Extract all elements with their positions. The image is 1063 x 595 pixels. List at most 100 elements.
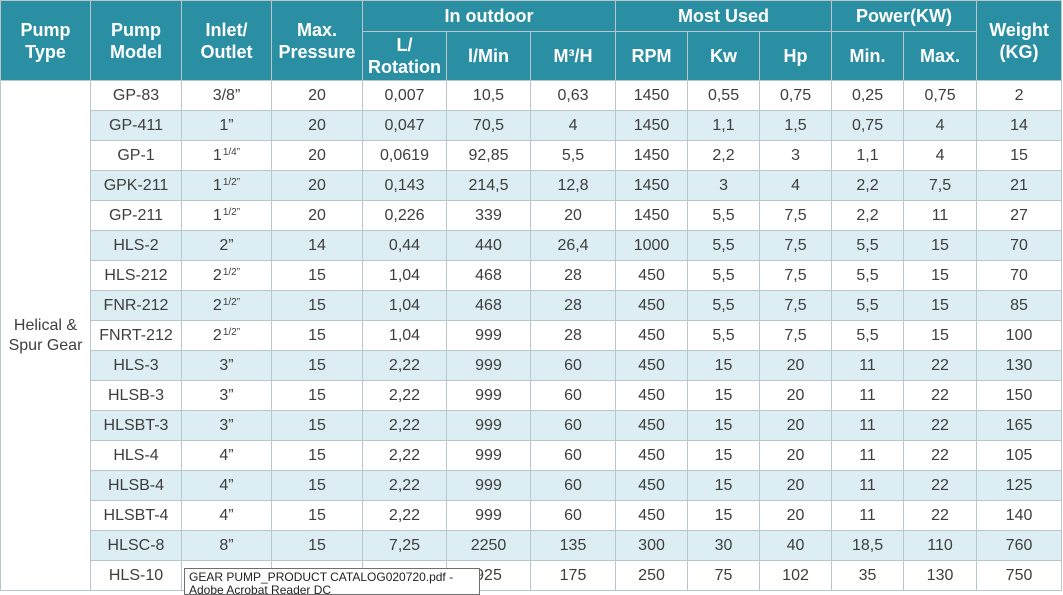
cell-model: GP-83: [90, 80, 182, 111]
cell-pressure: 20: [271, 110, 363, 141]
cell-model: GP-1: [90, 140, 182, 171]
cell-pressure: 15: [271, 380, 363, 411]
cell-l-min: 468: [446, 290, 531, 321]
cell-hp: 7,5: [759, 230, 833, 261]
cell-m3h: 26,4: [529, 230, 617, 261]
table-row: HLS-4 4” 15 2,22 999 60 450 15 20 11 22 105: [1, 440, 1063, 471]
pump-type-line: Helical &: [13, 316, 78, 334]
cell-hp: 40: [759, 530, 833, 561]
cell-model: HLSC-8: [90, 530, 182, 561]
cell-l-min: 999: [446, 470, 531, 501]
header-most-used: Most Used: [615, 0, 833, 32]
cell-pmin: 11: [831, 440, 905, 471]
inlet-size: 8”: [219, 536, 234, 554]
cell-l-min: 999: [446, 350, 531, 381]
cell-weight: 750: [976, 560, 1063, 591]
cell-inlet: 21/2”: [181, 290, 272, 321]
cell-pressure: 15: [271, 260, 363, 291]
cell-rpm: 1450: [615, 80, 689, 111]
cell-inlet: 3”: [181, 350, 272, 381]
cell-l-min: 999: [446, 440, 531, 471]
cell-model: GP-211: [90, 200, 182, 231]
inlet-size: 4”: [219, 476, 234, 494]
cell-l-min: 999: [446, 410, 531, 441]
table-row: HLS-10 925 175 250 75 102 35 130 750: [1, 560, 1063, 591]
cell-rpm: 450: [615, 260, 689, 291]
cell-model: GPK-211: [90, 170, 182, 201]
header-weight-line1: Weight: [989, 19, 1049, 40]
cell-pressure: 20: [271, 80, 363, 111]
inlet-fraction: 1/2”: [222, 266, 241, 278]
cell-model: HLSB-4: [90, 470, 182, 501]
cell-pressure: 15: [271, 410, 363, 441]
cell-model: HLSBT-3: [90, 410, 182, 441]
header-pressure-line2: Pressure: [278, 41, 356, 62]
cell-inlet: 2”: [181, 230, 272, 261]
cell-pmax: 22: [903, 380, 978, 411]
table-row: FNR-212 21/2” 15 1,04 468 28 450 5,5 7,5 5,5 15 85: [1, 290, 1063, 321]
cell-kw: 0,55: [687, 80, 761, 111]
cell-l-min: 468: [446, 260, 531, 291]
cell-pmin: 0,25: [831, 80, 905, 111]
cell-pmax: 22: [903, 440, 978, 471]
cell-kw: 5,5: [687, 230, 761, 261]
cell-pmax: 0,75: [903, 80, 978, 111]
cell-pmax: 130: [903, 560, 978, 591]
table-row: GPK-211 11/2” 20 0,143 214,5 12,8 1450 3 4 2,2 7,5…: [1, 170, 1063, 201]
cell-inlet: 21/2”: [181, 320, 272, 351]
cell-weight: 105: [976, 440, 1063, 471]
cell-pmin: 11: [831, 350, 905, 381]
header-power: Power(KW): [831, 0, 978, 32]
cell-weight: 140: [976, 500, 1063, 531]
cell-kw: 15: [687, 470, 761, 501]
cell-l-min: 999: [446, 500, 531, 531]
cell-inlet: 11/2”: [181, 200, 272, 231]
cell-kw: 3: [687, 170, 761, 201]
cell-pmax: 22: [903, 410, 978, 441]
cell-l-min: 70,5: [446, 110, 531, 141]
cell-pmax: 15: [903, 320, 978, 351]
header-pump-model-line1: Pump: [110, 19, 161, 40]
cell-model: HLS-2: [90, 230, 182, 261]
cell-m3h: 12,8: [529, 170, 617, 201]
cell-m3h: 4: [529, 110, 617, 141]
table-body: Helical & Spur Gear GP-83 3/8” 20 0,007 10,5 0,…: [0, 80, 1063, 591]
cell-weight: 15: [976, 140, 1063, 171]
inlet-fraction: 1/2”: [222, 296, 241, 308]
cell-l-rot: 0,007: [362, 80, 447, 111]
cell-model: HLS-212: [90, 260, 182, 291]
cell-m3h: 28: [529, 290, 617, 321]
cell-m3h: 135: [529, 530, 617, 561]
cell-l-min: 10,5: [446, 80, 531, 111]
cell-model: HLS-4: [90, 440, 182, 471]
cell-l-rot: 0,44: [362, 230, 447, 261]
inlet-size: 1: [212, 176, 222, 194]
cell-kw: 75: [687, 560, 761, 591]
cell-pmax: 11: [903, 200, 978, 231]
cell-inlet: 3”: [181, 410, 272, 441]
cell-pmax: 15: [903, 230, 978, 261]
cell-weight: 70: [976, 230, 1063, 261]
cell-rpm: 450: [615, 500, 689, 531]
inlet-size: 1: [212, 206, 222, 224]
inlet-size: 2: [212, 266, 222, 284]
cell-model: FNR-212: [90, 290, 182, 321]
cell-pmax: 22: [903, 350, 978, 381]
cell-model: HLSBT-4: [90, 500, 182, 531]
header-kw: Kw: [687, 31, 761, 81]
cell-rpm: 450: [615, 380, 689, 411]
cell-m3h: 60: [529, 470, 617, 501]
cell-l-rot: 1,04: [362, 290, 447, 321]
cell-hp: 1,5: [759, 110, 833, 141]
cell-pmin: 5,5: [831, 260, 905, 291]
cell-kw: 15: [687, 380, 761, 411]
header-inlet-outlet: Inlet/ Outlet: [181, 0, 272, 81]
cell-hp: 20: [759, 350, 833, 381]
cell-pmax: 15: [903, 260, 978, 291]
cell-pressure: 20: [271, 170, 363, 201]
cell-m3h: 28: [529, 260, 617, 291]
cell-hp: 20: [759, 500, 833, 531]
inlet-size: 3/8”: [212, 86, 241, 104]
cell-model: GP-411: [90, 110, 182, 141]
header-pump-type-line1: Pump: [20, 19, 71, 40]
